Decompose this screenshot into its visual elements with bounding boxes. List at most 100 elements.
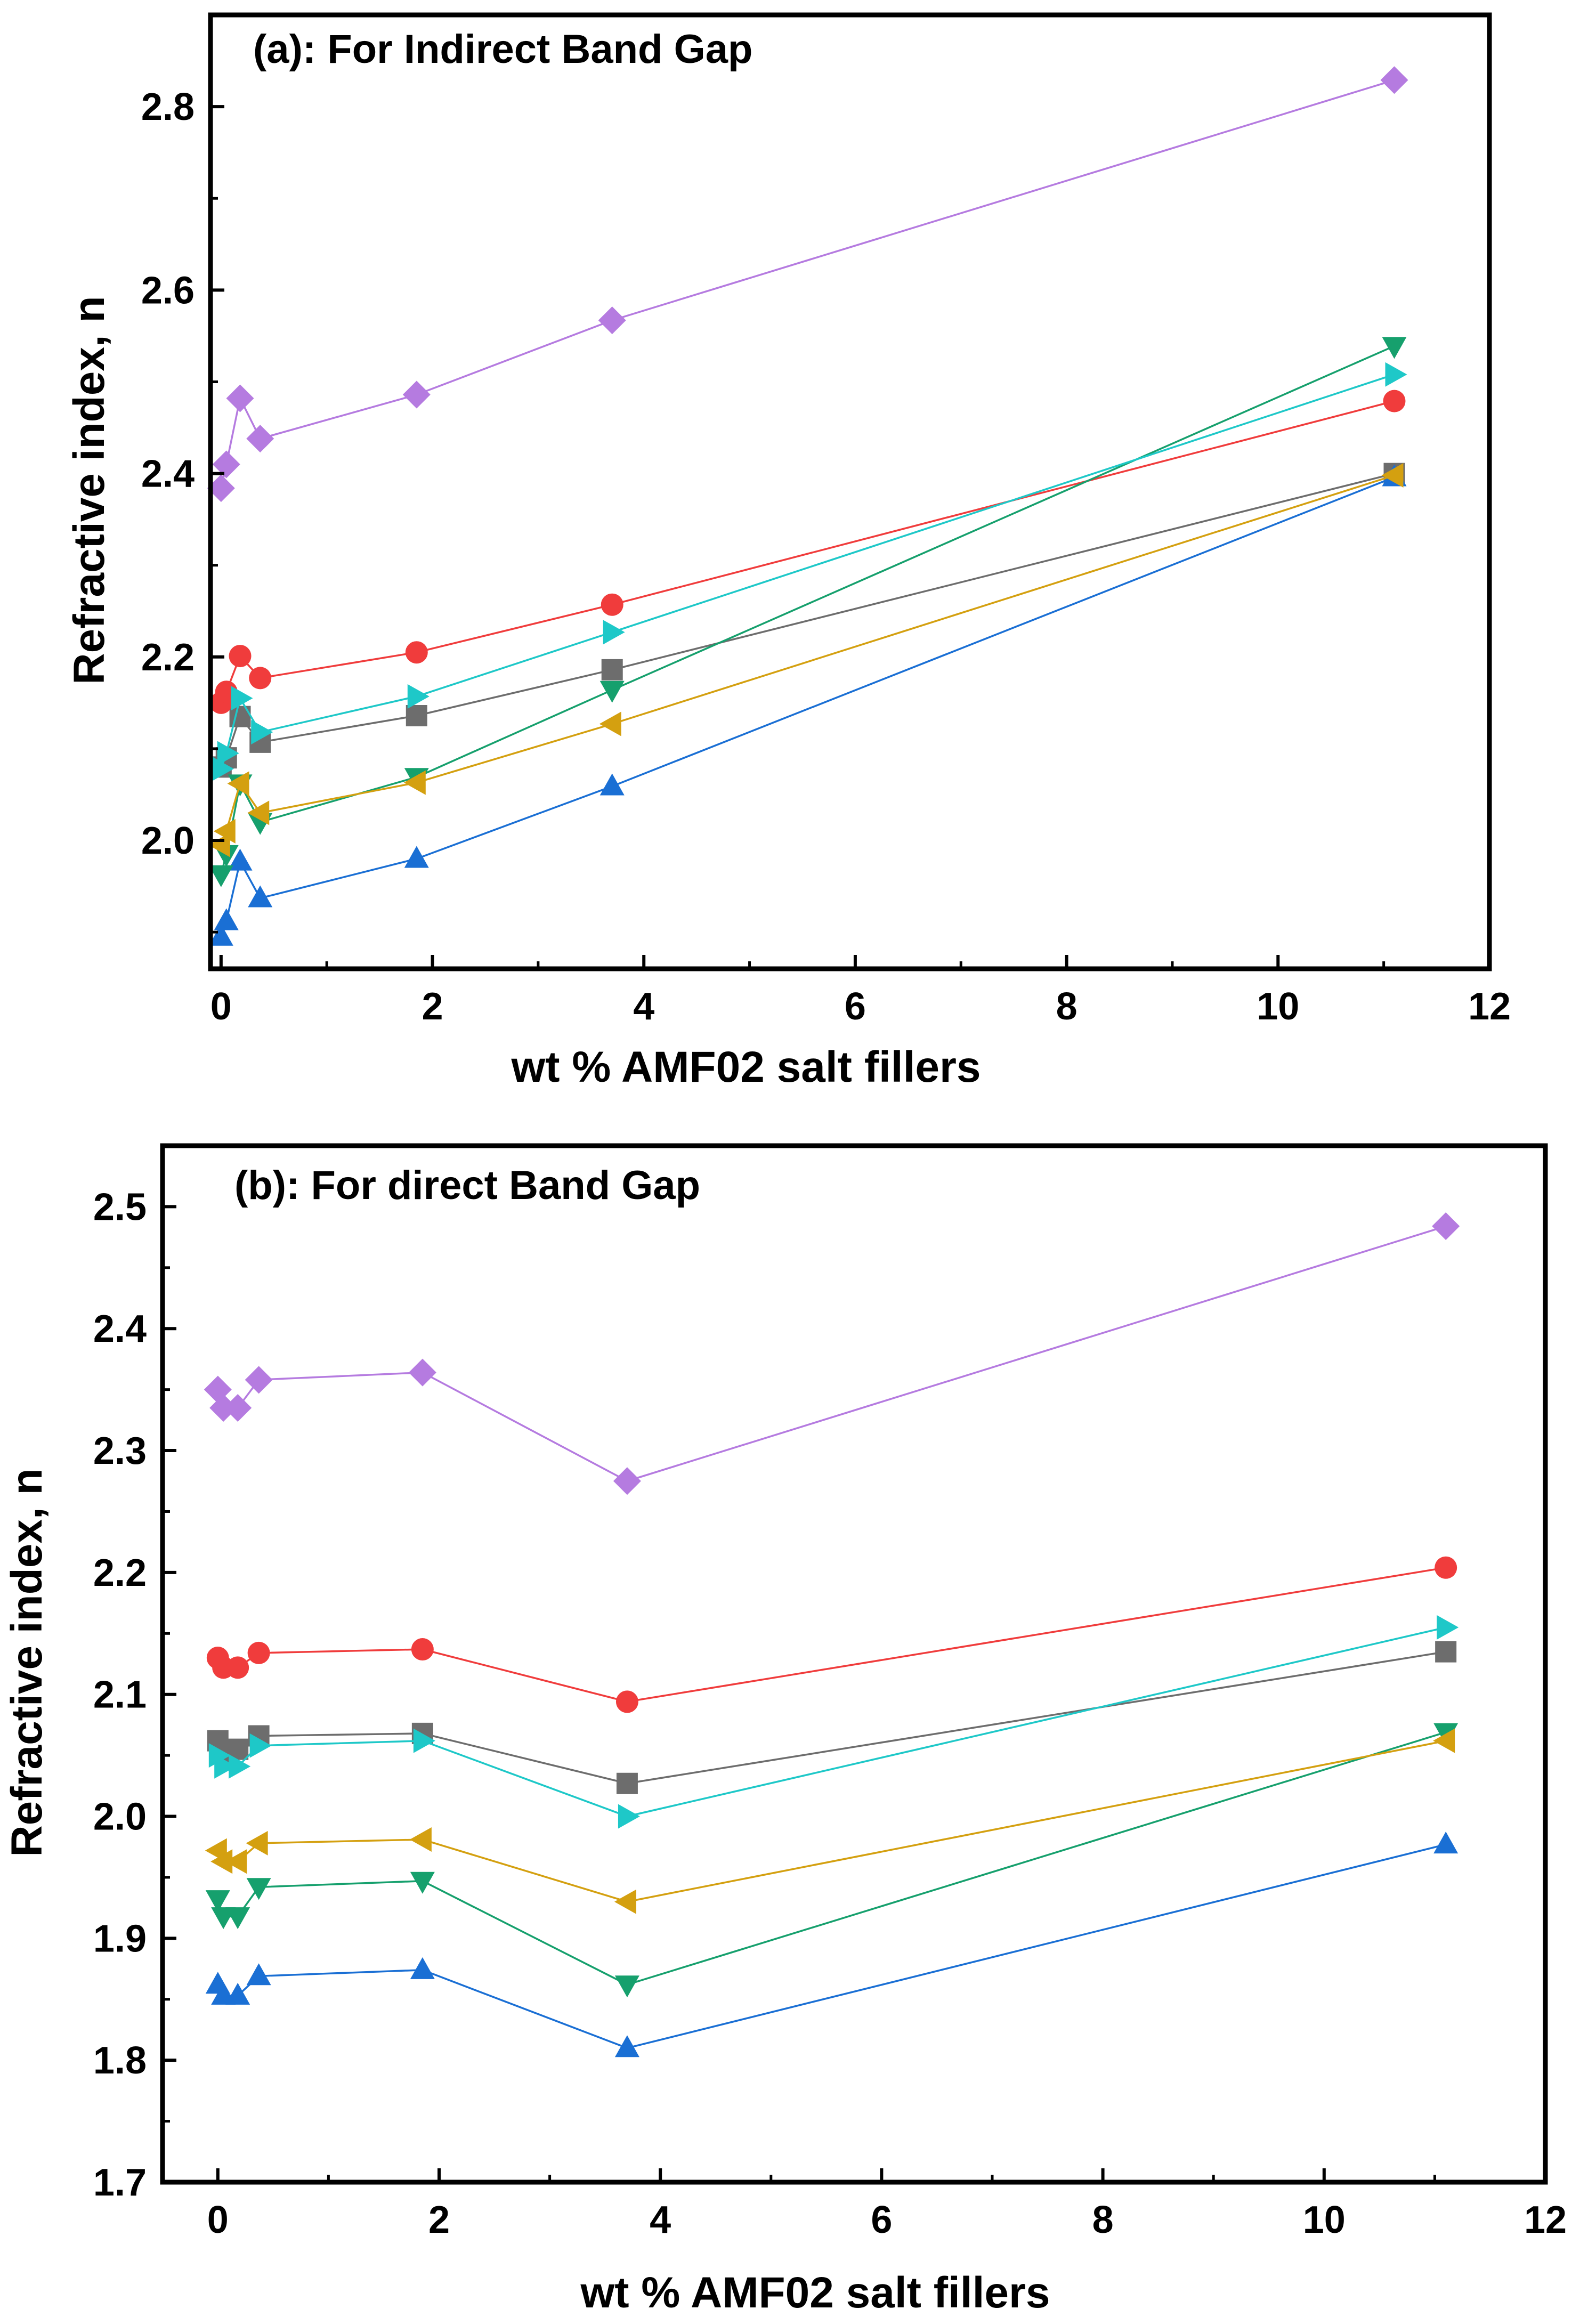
panel-a-average-point bbox=[603, 620, 625, 645]
panel-a-kumar-point bbox=[213, 819, 236, 844]
panel-b-kumar-point bbox=[614, 1889, 636, 1914]
panel-b-x-tick-label: 4 bbox=[650, 2199, 671, 2241]
panel-a-anani-point bbox=[402, 380, 431, 409]
panel-b-y-tick-label: 2.4 bbox=[93, 1308, 147, 1350]
panel-a-moss-point bbox=[601, 659, 623, 680]
panel-b-kumar-point bbox=[1433, 1728, 1455, 1753]
panel-b-x-tick-label: 8 bbox=[1092, 2199, 1114, 2241]
panel-b-moss-point bbox=[1435, 1641, 1457, 1663]
panel-a-x-tick-label: 0 bbox=[210, 985, 232, 1028]
panel-a-ravindra-point bbox=[249, 667, 272, 690]
panel-a-x-tick-label: 8 bbox=[1056, 985, 1077, 1028]
panel-b-kumar-point bbox=[409, 1827, 432, 1852]
panel-a-reddy-point bbox=[1382, 337, 1407, 359]
panel-b-average-point bbox=[618, 1804, 640, 1829]
panel-b-moss-point bbox=[616, 1772, 638, 1794]
panel-a-ravindra-point bbox=[405, 641, 428, 664]
panel-a-x-axis-label: wt % AMF02 salt fillers bbox=[511, 1043, 981, 1091]
panel-a-herve-point bbox=[208, 923, 233, 946]
panel-b-reddy-point bbox=[246, 1878, 271, 1900]
panel-a: 0 2 4 6 8 10 12 2.0 2.2 2.4 2.6 2.8 (a): For Indire… bbox=[65, 12, 1511, 1091]
panel-a-herve-point bbox=[404, 846, 429, 868]
panel-b-average-point bbox=[208, 1743, 231, 1768]
panel-a-anani-point bbox=[226, 384, 254, 412]
panel-b-reddy-point bbox=[614, 1975, 639, 1998]
panel-a-herve-point bbox=[248, 885, 273, 908]
panel-b-herve-point bbox=[225, 1982, 250, 2005]
panel-a-reddy-point bbox=[208, 865, 233, 887]
panel-b-moss-point bbox=[227, 1738, 249, 1760]
panel-a-y-axis-label: Refractive index, n bbox=[65, 296, 114, 684]
panel-b-frame bbox=[160, 1143, 1548, 2185]
panel-b-kumar-point bbox=[246, 1830, 268, 1856]
panel-a-kumar-point bbox=[247, 800, 270, 825]
panel-b-anani-point bbox=[408, 1358, 436, 1387]
panel-b-anani-point bbox=[1432, 1212, 1460, 1241]
panel-b-y-tick-label: 2.0 bbox=[93, 1796, 147, 1838]
panel-b-plot bbox=[204, 1212, 1460, 2057]
panel-b-reddy-point bbox=[205, 1890, 230, 1913]
panel-a-average-point bbox=[407, 684, 430, 709]
panel-b-ravindra-point bbox=[615, 1690, 638, 1713]
panel-a-ravindra-point bbox=[601, 593, 623, 616]
panel-a-anani-point bbox=[207, 474, 235, 503]
panel-a-y-tick-label: 2.6 bbox=[141, 269, 195, 312]
panel-a-kumar-point bbox=[403, 770, 426, 795]
panel-a-ticks: 0 2 4 6 8 10 12 2.0 2.2 2.4 2.6 2.8 bbox=[141, 86, 1511, 1028]
panel-b-ravindra-point bbox=[411, 1638, 434, 1661]
panel-b-x-axis-label: wt % AMF02 salt fillers bbox=[580, 2269, 1050, 2317]
panel-b-x-tick-label: 2 bbox=[428, 2199, 450, 2241]
panel-a-x-tick-label: 10 bbox=[1257, 985, 1299, 1028]
panel-a-y-tick-label: 2.0 bbox=[141, 820, 195, 862]
panel-b-average-point bbox=[1437, 1615, 1459, 1640]
panel-a-x-tick-label: 6 bbox=[845, 985, 866, 1028]
panel-b-y-tick-label: 2.1 bbox=[93, 1674, 147, 1716]
panel-b-y-tick-label: 1.9 bbox=[93, 1917, 147, 1960]
panel-b-y-tick-label: 2.3 bbox=[93, 1430, 147, 1472]
panel-a-kumar-point bbox=[208, 832, 230, 857]
panel-a-x-tick-label: 4 bbox=[633, 985, 654, 1028]
panel-a-anani-point bbox=[246, 425, 274, 453]
panel-a-average-point bbox=[251, 719, 273, 744]
panel-b-kumar-point bbox=[210, 1849, 233, 1874]
panel-b-herve-point bbox=[410, 1957, 435, 1979]
panel-b: 0 2 4 6 8 10 12 1.7 1.8 1.9 2.0 2.1 2.2 2.3 2.4 2.5 (b)… bbox=[3, 1143, 1567, 2317]
panel-a-average-point bbox=[217, 741, 239, 766]
panel-b-kumar-point bbox=[225, 1849, 247, 1874]
panel-a-x-tick-label: 2 bbox=[422, 985, 443, 1028]
panel-b-average-point bbox=[413, 1728, 435, 1753]
panel-b-y-tick-label: 2.5 bbox=[93, 1186, 147, 1228]
panel-a-x-tick-label: 12 bbox=[1468, 985, 1511, 1028]
panel-a-kumar-point bbox=[1381, 463, 1404, 488]
panel-a-kumar-point bbox=[227, 771, 249, 796]
panel-b-herve-point bbox=[246, 1963, 271, 1986]
panel-b-x-tick-label: 0 bbox=[207, 2199, 229, 2241]
panel-a-reddy-point bbox=[599, 680, 625, 703]
panel-a-plot bbox=[207, 66, 1408, 946]
panel-a-y-tick-label: 2.2 bbox=[141, 636, 195, 679]
panel-a-title: (a): For Indirect Band Gap bbox=[253, 27, 752, 72]
panel-b-y-tick-label: 2.2 bbox=[93, 1552, 147, 1594]
panel-b-ravindra-point bbox=[1435, 1556, 1457, 1579]
panel-b-average-point bbox=[249, 1733, 272, 1758]
panel-b-ticks: 0 2 4 6 8 10 12 1.7 1.8 1.9 2.0 2.1 2.2 2.3 2.4 2.5 bbox=[93, 1186, 1567, 2241]
panel-a-ravindra-point bbox=[229, 645, 252, 668]
panel-a-ravindra-point bbox=[1383, 390, 1406, 412]
panel-b-title: (b): For direct Band Gap bbox=[234, 1163, 700, 1208]
panel-a-moss-point bbox=[406, 704, 427, 726]
panel-b-ravindra-point bbox=[247, 1641, 270, 1664]
panel-a-y-tick-label: 2.4 bbox=[141, 453, 195, 496]
panel-b-x-tick-label: 12 bbox=[1524, 2199, 1567, 2241]
panel-b-average-point bbox=[214, 1754, 237, 1779]
panel-a-herve-point bbox=[214, 908, 239, 930]
panel-b-y-tick-label: 1.7 bbox=[93, 2161, 147, 2204]
panel-b-anani-point bbox=[245, 1366, 273, 1394]
panel-b-x-tick-label: 10 bbox=[1303, 2199, 1346, 2241]
panel-b-reddy-point bbox=[225, 1907, 250, 1930]
panel-a-average-point bbox=[1385, 362, 1407, 387]
panel-b-reddy-point bbox=[410, 1872, 435, 1894]
panel-a-kumar-point bbox=[599, 711, 621, 736]
panel-b-x-tick-label: 6 bbox=[871, 2199, 892, 2241]
